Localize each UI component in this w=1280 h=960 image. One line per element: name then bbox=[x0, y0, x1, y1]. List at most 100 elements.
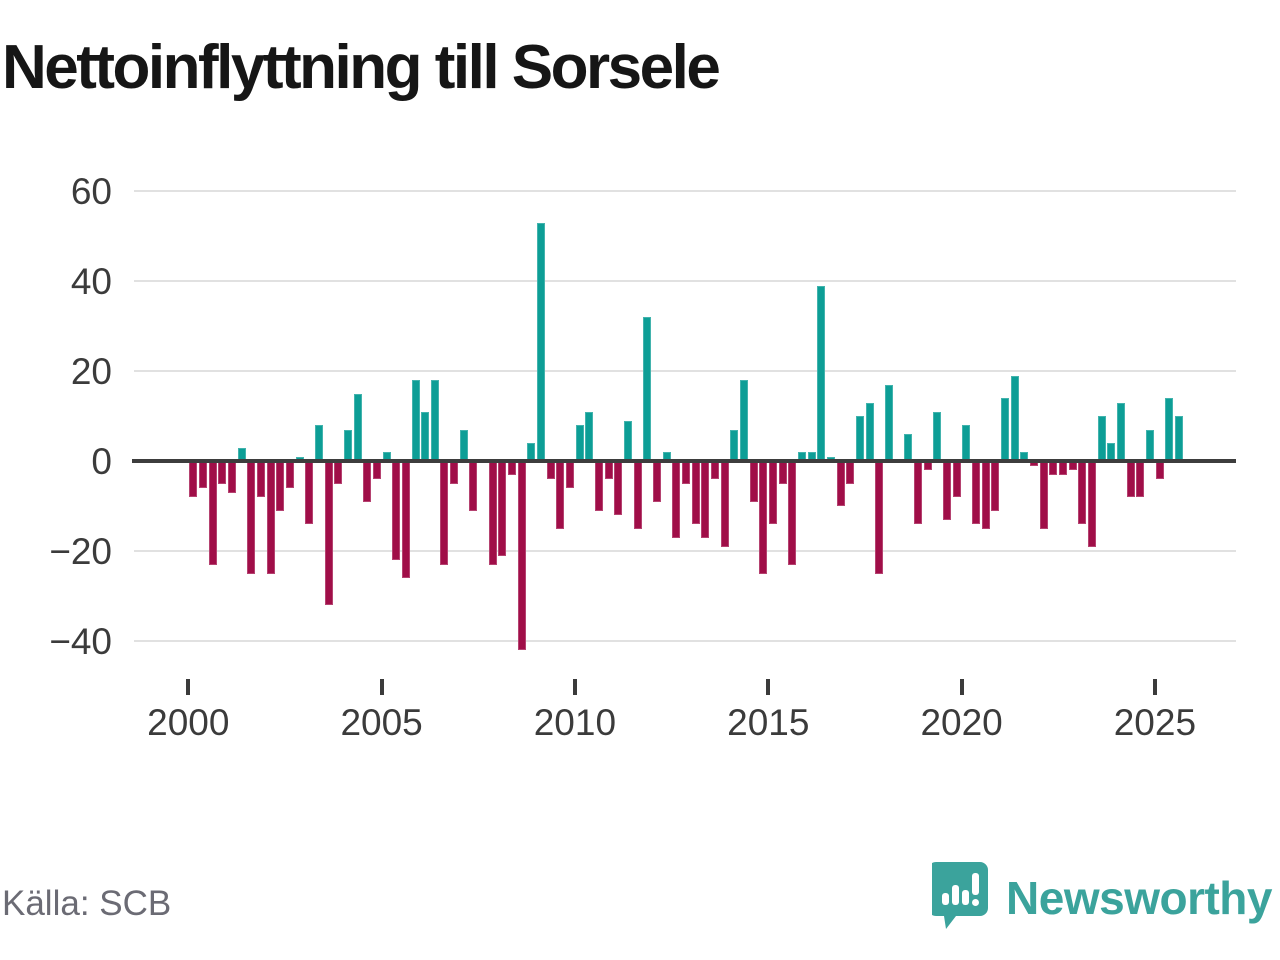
bar-2019Q1 bbox=[923, 461, 932, 470]
x-axis-label-2000: 2000 bbox=[147, 702, 230, 743]
bar-2008Q3 bbox=[517, 461, 526, 650]
bar-2014Q1 bbox=[730, 429, 739, 461]
bar-2003Q3 bbox=[324, 461, 333, 605]
bar-2007Q2 bbox=[469, 461, 478, 511]
y-axis-label--20: −20 bbox=[49, 531, 112, 572]
bar-2006Q1 bbox=[421, 411, 430, 461]
bar-2023Q2 bbox=[1088, 461, 1097, 547]
bar-2016Q2 bbox=[817, 285, 826, 461]
bar-2023Q3 bbox=[1097, 416, 1106, 461]
x-axis-tick-2005 bbox=[379, 679, 384, 695]
bar-2016Q3 bbox=[827, 456, 836, 461]
bar-2011Q4 bbox=[643, 317, 652, 461]
bar-2004Q3 bbox=[363, 461, 372, 502]
bar-2002Q4 bbox=[295, 456, 304, 461]
bar-2009Q3 bbox=[556, 461, 565, 529]
bar-2005Q2 bbox=[392, 461, 401, 560]
bar-2021Q3 bbox=[1020, 452, 1029, 461]
gridline-60 bbox=[134, 190, 1236, 192]
x-axis-tick-2020 bbox=[959, 679, 964, 695]
bar-2016Q1 bbox=[807, 452, 816, 461]
x-axis-label-2020: 2020 bbox=[920, 702, 1003, 743]
y-axis-label-60: 60 bbox=[70, 171, 112, 212]
newsworthy-branding: Newsworthy bbox=[928, 860, 1272, 935]
x-axis-label-2005: 2005 bbox=[340, 702, 423, 743]
bar-2007Q1 bbox=[459, 429, 468, 461]
bar-2025Q2 bbox=[1165, 398, 1174, 461]
bar-2018Q3 bbox=[904, 434, 913, 461]
bar-2022Q1 bbox=[1039, 461, 1048, 529]
bar-2002Q2 bbox=[276, 461, 285, 511]
bar-2023Q1 bbox=[1078, 461, 1087, 524]
bar-2010Q1 bbox=[575, 425, 584, 461]
bar-2017Q4 bbox=[875, 461, 884, 574]
gridline--40 bbox=[134, 640, 1236, 642]
bar-2007Q4 bbox=[488, 461, 497, 565]
bar-2006Q2 bbox=[430, 380, 439, 461]
bar-2022Q3 bbox=[1059, 461, 1068, 475]
y-axis-label-40: 40 bbox=[70, 261, 112, 302]
bar-2000Q1 bbox=[189, 461, 198, 497]
bar-2014Q3 bbox=[749, 461, 758, 502]
bar-2001Q4 bbox=[256, 461, 265, 497]
bar-2009Q2 bbox=[546, 461, 555, 479]
bar-2005Q1 bbox=[382, 452, 391, 461]
bar-2001Q2 bbox=[237, 447, 246, 461]
bar-2015Q3 bbox=[788, 461, 797, 565]
bar-2018Q1 bbox=[885, 384, 894, 461]
bar-2011Q3 bbox=[633, 461, 642, 529]
gridline-40 bbox=[134, 280, 1236, 282]
bar-2008Q4 bbox=[527, 443, 536, 461]
bar-2024Q4 bbox=[1146, 429, 1155, 461]
bar-2001Q1 bbox=[227, 461, 236, 493]
bar-2010Q2 bbox=[585, 411, 594, 461]
bar-2014Q2 bbox=[740, 380, 749, 461]
x-axis-tick-2000 bbox=[186, 679, 191, 695]
bar-2014Q4 bbox=[759, 461, 768, 574]
x-axis-tick-2025 bbox=[1152, 679, 1157, 695]
bar-2003Q4 bbox=[334, 461, 343, 484]
bar-2012Q2 bbox=[662, 452, 671, 461]
bar-2004Q4 bbox=[372, 461, 381, 479]
bar-2018Q4 bbox=[914, 461, 923, 524]
bar-2012Q4 bbox=[682, 461, 691, 484]
bar-2017Q2 bbox=[856, 416, 865, 461]
bar-2008Q1 bbox=[498, 461, 507, 556]
y-axis-label-20: 20 bbox=[70, 351, 112, 392]
newsworthy-speech-bubble-chart-icon bbox=[928, 860, 989, 935]
bar-2019Q4 bbox=[952, 461, 961, 497]
bar-2021Q1 bbox=[1001, 398, 1010, 461]
x-axis-tick-2015 bbox=[766, 679, 771, 695]
x-axis-label-2015: 2015 bbox=[727, 702, 810, 743]
bar-2003Q1 bbox=[305, 461, 314, 524]
bar-2004Q2 bbox=[353, 393, 362, 461]
bar-2022Q4 bbox=[1068, 461, 1077, 470]
bar-2003Q2 bbox=[314, 425, 323, 461]
bar-2009Q4 bbox=[566, 461, 575, 488]
bar-2010Q3 bbox=[595, 461, 604, 511]
bar-2005Q4 bbox=[411, 380, 420, 461]
x-axis-label-2025: 2025 bbox=[1113, 702, 1197, 743]
bar-2024Q3 bbox=[1136, 461, 1145, 497]
bar-2016Q4 bbox=[836, 461, 845, 506]
bar-2000Q3 bbox=[208, 461, 217, 565]
bar-2021Q4 bbox=[1030, 461, 1039, 466]
bar-2005Q3 bbox=[401, 461, 410, 578]
zero-axis-line bbox=[132, 459, 1236, 463]
x-axis-label-2010: 2010 bbox=[533, 702, 617, 743]
bar-2006Q4 bbox=[450, 461, 459, 484]
bar-2024Q2 bbox=[1126, 461, 1135, 497]
bar-2010Q4 bbox=[604, 461, 613, 479]
bar-2001Q3 bbox=[247, 461, 256, 574]
bar-2011Q1 bbox=[614, 461, 623, 515]
y-axis-label-0: 0 bbox=[91, 441, 112, 482]
bar-2008Q2 bbox=[508, 461, 517, 475]
bar-2012Q3 bbox=[672, 461, 681, 538]
newsworthy-wordmark: Newsworthy bbox=[1006, 871, 1272, 924]
bar-2024Q1 bbox=[1117, 402, 1126, 461]
x-axis-tick-2010 bbox=[572, 679, 577, 695]
bar-2017Q1 bbox=[846, 461, 855, 484]
bar-2025Q3 bbox=[1175, 416, 1184, 461]
bar-2000Q4 bbox=[218, 461, 227, 484]
